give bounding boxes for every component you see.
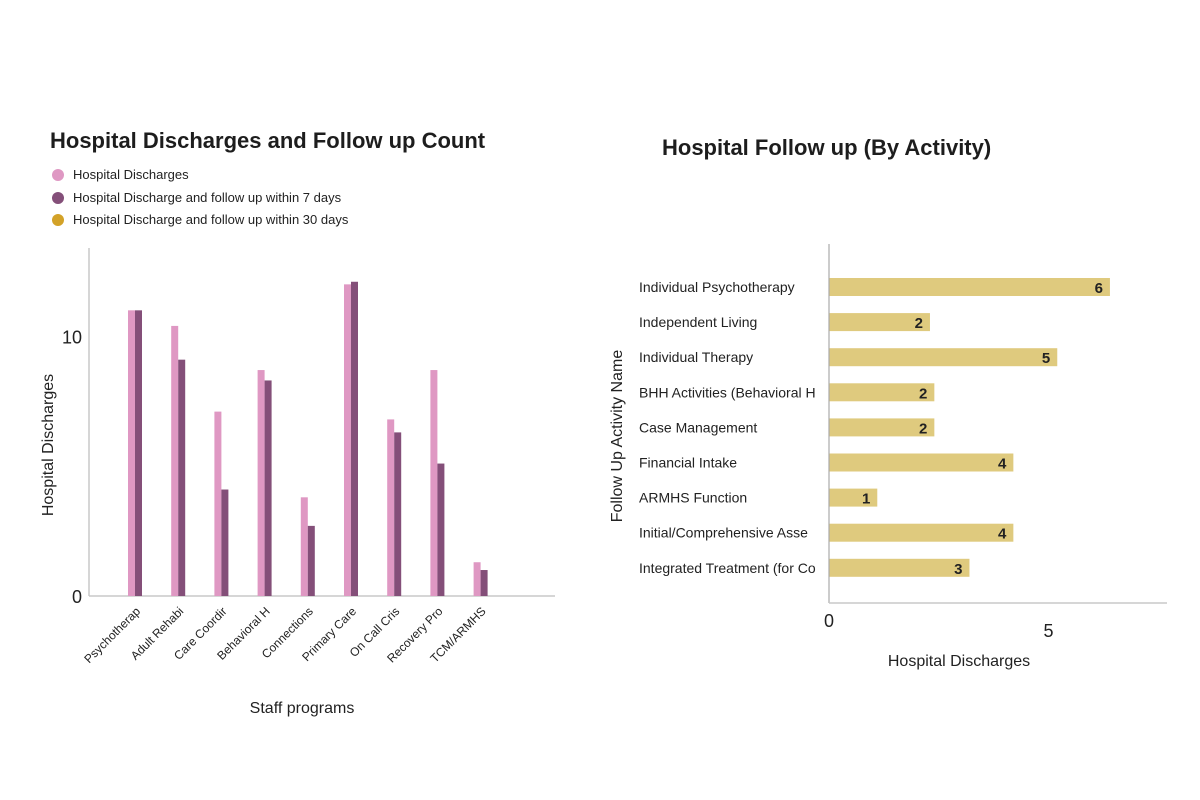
bar-discharges <box>473 562 481 596</box>
bar-activity <box>829 348 1058 367</box>
x-tick-label: 0 <box>824 611 834 631</box>
bar-followup-7-days <box>394 432 402 596</box>
y-tick-label: Individual Therapy <box>639 349 753 365</box>
right-chart: 6 Individual Psychotherapy 2 Independent Li… <box>609 244 1167 670</box>
data-label: 3 <box>954 561 962 578</box>
y-tick-label: Individual Psychotherapy <box>639 279 795 295</box>
y-tick-label: Case Management <box>639 419 757 435</box>
legend-dot-icon <box>52 168 64 181</box>
data-label: 2 <box>919 385 927 402</box>
y-tick-label: 10 <box>62 327 82 347</box>
data-label: 2 <box>919 420 927 437</box>
y-tick-label: Initial/Comprehensive Asse <box>639 525 808 541</box>
x-axis-title: Hospital Discharges <box>888 653 1030 670</box>
bar-activity <box>829 418 935 437</box>
right-chart-title: Hospital Follow up (By Activity) <box>662 135 992 160</box>
bar-followup-7-days <box>264 380 272 596</box>
data-label: 4 <box>998 456 1007 473</box>
legend-item-7days[interactable]: Hospital Discharge and follow up within … <box>52 190 341 205</box>
legend-label: Hospital Discharges <box>73 167 189 182</box>
y-tick-label: 0 <box>72 587 82 607</box>
bar-activity <box>829 453 1014 472</box>
y-tick-label: Integrated Treatment (for Co <box>639 560 816 576</box>
bar-activity <box>829 488 878 507</box>
bar-followup-7-days <box>221 489 229 596</box>
bar-activity <box>829 383 935 402</box>
y-tick-label: Independent Living <box>639 314 757 330</box>
bar-activity <box>829 558 970 577</box>
y-tick-label: ARMHS Function <box>639 490 747 506</box>
legend-label: Hospital Discharge and follow up within … <box>73 190 342 205</box>
legend-item-30days[interactable]: Hospital Discharge and follow up within … <box>52 212 348 227</box>
bar-discharges <box>344 284 351 596</box>
bar-followup-7-days <box>307 525 315 596</box>
data-label: 4 <box>998 526 1007 543</box>
legend-label: Hospital Discharge and follow up within … <box>73 212 349 227</box>
y-axis-title: Follow Up Activity Name <box>609 350 626 523</box>
legend-item-discharges[interactable]: Hospital Discharges <box>52 167 189 182</box>
y-axis-title: Hospital Discharges <box>40 374 57 516</box>
bar-followup-7-days <box>480 570 488 596</box>
bar-activity <box>829 278 1110 296</box>
bar-activity <box>829 523 1014 542</box>
bar-discharges <box>171 325 179 596</box>
bar-discharges <box>387 419 395 596</box>
data-label: 5 <box>1042 350 1050 367</box>
bar-discharges <box>214 411 222 596</box>
x-axis-title: Staff programs <box>250 700 355 717</box>
bar-followup-7-days <box>135 310 142 596</box>
bar-followup-7-days <box>437 463 445 596</box>
left-chart-title: Hospital Discharges and Follow up Count <box>50 128 486 153</box>
data-label: 2 <box>915 315 923 332</box>
bar-discharges <box>430 370 438 596</box>
y-tick-label: BHH Activities (Behavioral H <box>639 384 816 400</box>
bar-discharges <box>257 370 265 596</box>
x-tick-label: 5 <box>1043 621 1053 641</box>
legend-dot-icon <box>52 191 64 204</box>
y-tick-label: Financial Intake <box>639 455 737 471</box>
bar-discharges <box>128 310 135 596</box>
data-label: 1 <box>862 491 870 508</box>
bar-discharges <box>300 497 308 596</box>
bar-followup-7-days <box>351 281 358 596</box>
bar-activity <box>829 313 930 332</box>
bar-followup-7-days <box>178 359 186 596</box>
legend-dot-icon <box>52 213 64 226</box>
data-label: 6 <box>1095 280 1103 297</box>
